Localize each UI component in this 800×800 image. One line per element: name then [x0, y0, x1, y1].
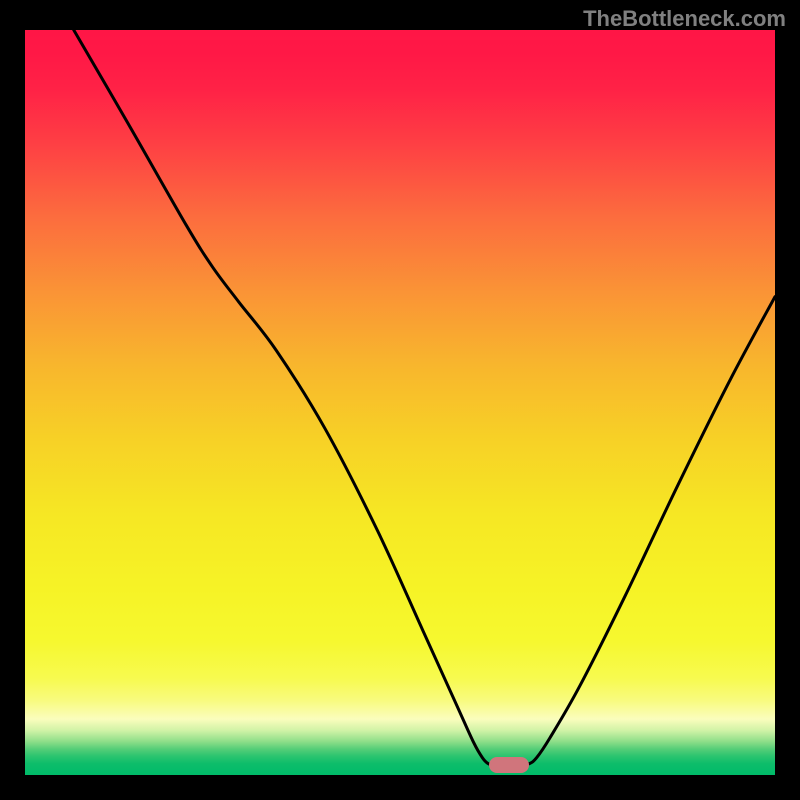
optimal-marker: [489, 757, 529, 773]
chart-plot-area: [25, 30, 775, 775]
watermark-text: TheBottleneck.com: [583, 6, 786, 32]
chart-svg: [25, 30, 775, 775]
